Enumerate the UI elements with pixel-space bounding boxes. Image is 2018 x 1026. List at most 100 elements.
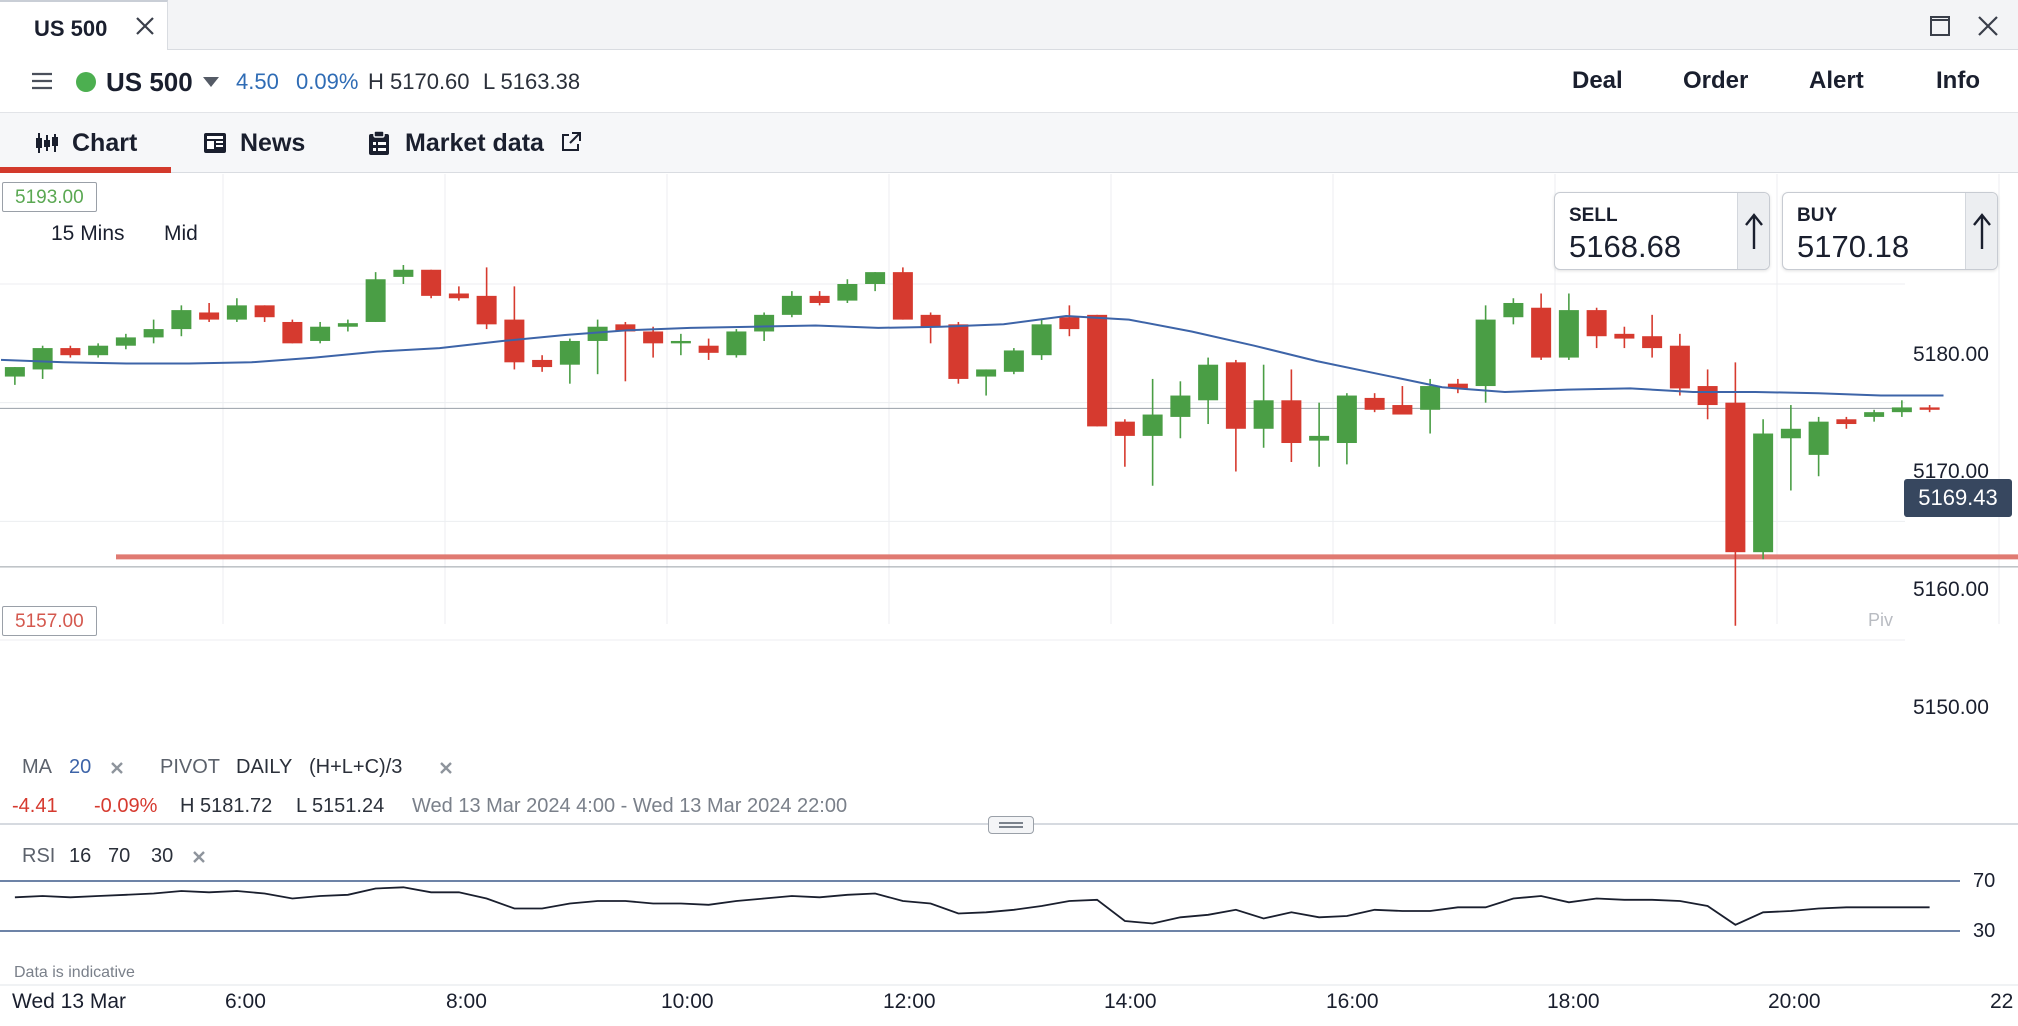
candle-body: [254, 305, 275, 318]
candle-body: [532, 359, 553, 368]
active-tab-indicator: [0, 167, 171, 173]
candle-body: [781, 295, 802, 315]
candle-body: [1059, 317, 1080, 330]
candle-body: [1031, 324, 1052, 356]
time-axis-tick: 8:00: [446, 990, 487, 1013]
period-change-percent: -0.09%: [94, 795, 158, 817]
candle-body: [1836, 419, 1857, 425]
candle-body: [1392, 405, 1413, 415]
daily-low: L 5163.38: [483, 69, 581, 94]
candle-body: [1586, 310, 1607, 337]
candle-body: [1447, 383, 1468, 389]
order-button[interactable]: Order: [1683, 67, 1749, 94]
rsi-period[interactable]: 16: [69, 845, 92, 867]
maximize-icon[interactable]: [1928, 14, 1952, 38]
tab-news-label: News: [240, 129, 306, 157]
time-axis-tick: 6:00: [225, 990, 266, 1013]
candle-body: [1558, 310, 1579, 358]
rsi-upper-setting[interactable]: 70: [108, 845, 131, 867]
daily-high: H 5170.60: [368, 69, 470, 94]
candle-body: [1198, 364, 1219, 401]
candle-body: [1003, 350, 1024, 372]
tab-chart-label: Chart: [72, 129, 138, 157]
time-axis-tick: 16:00: [1326, 990, 1379, 1013]
price-type-selector[interactable]: Mid: [164, 222, 198, 245]
candle-body: [1891, 407, 1912, 413]
candle-body: [1753, 433, 1774, 553]
candle-body: [32, 348, 53, 370]
upper-level-tag[interactable]: 5193.00: [2, 182, 97, 212]
pivot-line-label: Piv: [1868, 610, 1894, 630]
time-axis-tick: 22: [1990, 990, 2014, 1013]
sell-arrow-icon: [1737, 193, 1769, 269]
market-open-status-icon: [76, 72, 96, 92]
candle-body: [171, 310, 192, 330]
price-change-percent: 0.09%: [296, 69, 359, 94]
close-window-icon[interactable]: [1976, 14, 2000, 38]
candle-body: [476, 295, 497, 325]
candle-body: [365, 279, 386, 322]
window-tab[interactable]: US 500: [0, 0, 168, 51]
instrument-dropdown-icon[interactable]: [203, 77, 219, 87]
candle-body: [199, 312, 220, 320]
candle-body: [88, 345, 109, 356]
price-axis-tick: 5160.00: [1913, 578, 1989, 601]
ma-legend-period[interactable]: 20: [69, 756, 92, 778]
chart-panel[interactable]: 5193.00 5157.00 15 Mins Mid SELL 5168.68…: [0, 174, 2018, 1026]
candle-body: [226, 305, 247, 320]
candle-body: [948, 324, 969, 379]
hamburger-menu-icon[interactable]: [30, 69, 54, 93]
timeframe-selector[interactable]: 15 Mins: [51, 222, 125, 245]
candle-body: [837, 284, 858, 301]
candle-body: [115, 337, 136, 346]
candle-body: [920, 314, 941, 327]
rsi-line: [14, 886, 1930, 926]
candle-body: [976, 369, 997, 377]
remove-rsi-icon[interactable]: [191, 849, 207, 865]
ma-legend-label: MA: [22, 756, 52, 778]
candle-body: [1114, 421, 1135, 436]
candle-body: [1531, 307, 1552, 358]
buy-quote-button[interactable]: BUY 5170.18: [1782, 192, 1998, 270]
candle-body: [1780, 428, 1801, 439]
data-indicative-note: Data is indicative: [14, 964, 135, 981]
candle-body: [1087, 314, 1108, 427]
pivot-legend-label: PIVOT: [160, 756, 221, 778]
candlestick-icon: [36, 133, 58, 153]
instrument-name[interactable]: US 500: [106, 67, 193, 97]
tab-news[interactable]: News: [200, 113, 320, 173]
remove-pivot-icon[interactable]: [438, 760, 454, 776]
candle-body: [143, 329, 164, 338]
price-chart[interactable]: [0, 174, 2018, 1026]
pivot-legend-period[interactable]: DAILY: [236, 756, 293, 778]
period-high: H 5181.72: [180, 795, 273, 817]
clipboard-icon: [369, 130, 389, 155]
candle-body: [587, 326, 608, 341]
pivot-legend-formula[interactable]: (H+L+C)/3: [309, 756, 403, 778]
candle-body: [670, 340, 691, 344]
pane-resize-handle[interactable]: [988, 816, 1034, 834]
alert-button[interactable]: Alert: [1809, 67, 1864, 94]
time-axis-tick: 18:00: [1547, 990, 1600, 1013]
sell-label: SELL: [1569, 205, 1618, 226]
remove-ma-icon[interactable]: [109, 760, 125, 776]
time-axis-tick: 10:00: [661, 990, 714, 1013]
candle-body: [1697, 386, 1718, 406]
sell-price: 5168.68: [1569, 229, 1682, 264]
sell-quote-button[interactable]: SELL 5168.68: [1554, 192, 1770, 270]
candle-body: [643, 331, 664, 344]
candle-body: [559, 340, 580, 365]
rsi-lower-setting[interactable]: 30: [151, 845, 174, 867]
current-price-label: 5169.43: [1904, 479, 2012, 517]
close-icon[interactable]: [134, 15, 156, 37]
price-change: 4.50: [236, 69, 279, 94]
info-button[interactable]: Info: [1936, 67, 1980, 94]
candle-body: [1142, 414, 1163, 436]
tab-market-data[interactable]: Market data: [364, 113, 594, 173]
lower-level-tag[interactable]: 5157.00: [2, 606, 97, 636]
candle-body: [1281, 400, 1302, 444]
tab-chart[interactable]: Chart: [0, 113, 171, 173]
deal-button[interactable]: Deal: [1572, 67, 1623, 94]
candle-body: [1642, 336, 1663, 349]
time-axis-tick: 20:00: [1768, 990, 1821, 1013]
